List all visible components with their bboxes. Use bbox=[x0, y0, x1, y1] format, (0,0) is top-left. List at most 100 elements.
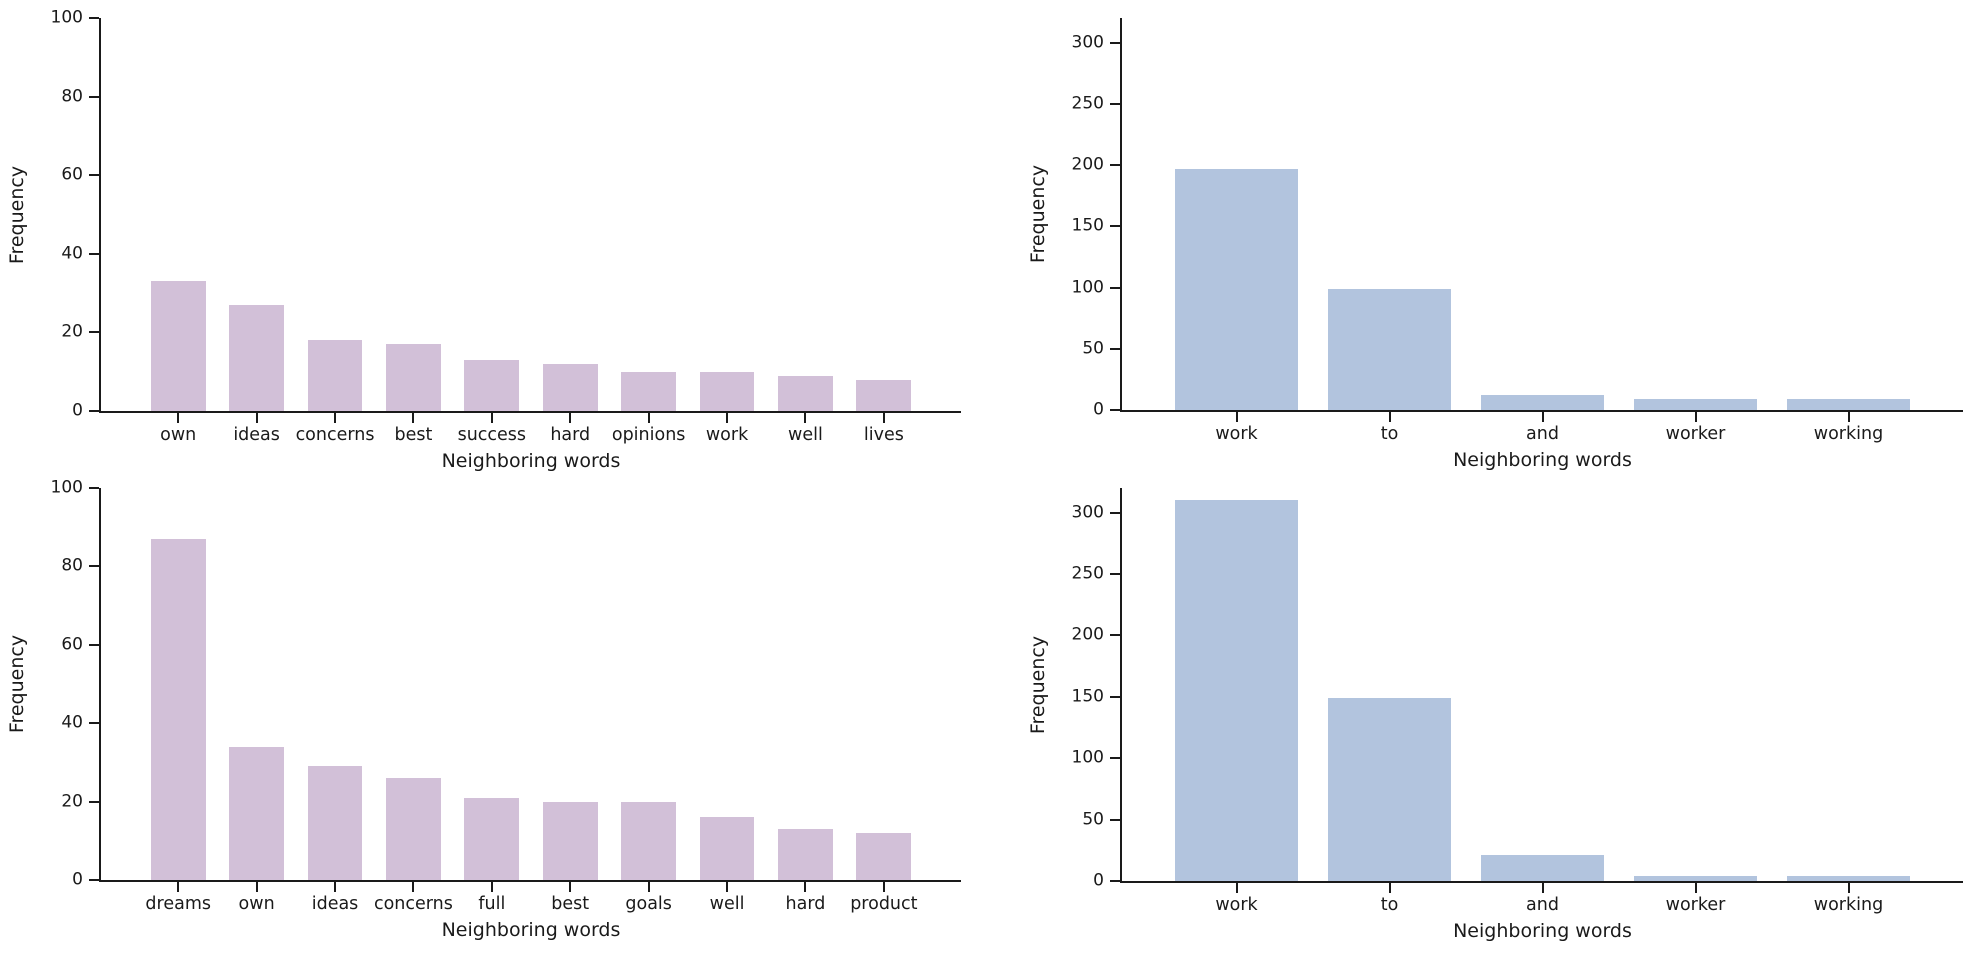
y-tick-mark bbox=[1110, 880, 1120, 882]
x-tick-label: work bbox=[1215, 424, 1258, 444]
x-axis-label: Neighboring words bbox=[441, 450, 621, 472]
bar-slot: goals bbox=[609, 488, 687, 913]
bar-slot: well bbox=[688, 488, 766, 913]
bar bbox=[856, 832, 912, 880]
bar-slot: best bbox=[531, 488, 609, 913]
bar bbox=[699, 817, 755, 880]
y-tick-mark bbox=[1110, 164, 1120, 166]
x-tick-label: worker bbox=[1665, 895, 1726, 915]
y-tick-label: 80 bbox=[61, 555, 83, 576]
y-tick-mark bbox=[1110, 347, 1120, 350]
y-tick-label: 40 bbox=[61, 243, 83, 264]
y-tick-label: 100 bbox=[50, 477, 83, 498]
bar-slot: and bbox=[1466, 488, 1619, 914]
bar bbox=[778, 829, 833, 880]
y-tick-mark bbox=[1110, 634, 1120, 637]
x-tick-mark bbox=[255, 882, 258, 892]
bar bbox=[1175, 168, 1298, 410]
x-tick-mark bbox=[334, 882, 337, 892]
x-tick-mark bbox=[569, 413, 572, 423]
x-tick-mark bbox=[1541, 883, 1544, 893]
bar-slot: product bbox=[845, 488, 923, 913]
y-tick-label: 150 bbox=[1071, 215, 1104, 236]
y-tick-mark bbox=[89, 800, 99, 803]
x-tick-mark bbox=[412, 882, 415, 892]
x-tick-label: concerns bbox=[295, 425, 375, 445]
x-tick-label: own bbox=[160, 425, 197, 445]
bar-slot: hard bbox=[766, 488, 844, 913]
x-tick-mark bbox=[490, 413, 493, 423]
x-tick-label: opinions bbox=[611, 425, 686, 445]
y-tick-label: 80 bbox=[61, 86, 83, 107]
y-tick-mark bbox=[1110, 757, 1120, 760]
y-tick-label: 60 bbox=[61, 634, 83, 655]
bar bbox=[1481, 855, 1604, 881]
bar bbox=[229, 304, 285, 411]
x-tick-label: success bbox=[457, 425, 527, 445]
y-tick-label: 0 bbox=[1093, 870, 1104, 891]
x-tick-label: concerns bbox=[373, 894, 453, 914]
bar-slot: worker bbox=[1619, 18, 1772, 443]
x-tick-mark bbox=[804, 882, 807, 892]
x-tick-label: hard bbox=[550, 425, 591, 445]
x-axis-label: Neighboring words bbox=[1453, 920, 1632, 942]
y-tick-mark bbox=[89, 565, 99, 568]
x-tick-label: work bbox=[705, 425, 749, 445]
y-tick-label: 200 bbox=[1071, 624, 1104, 645]
x-tick-label: best bbox=[551, 894, 590, 914]
y-axis-label: Frequency bbox=[1027, 635, 1049, 734]
bar-slot: worker bbox=[1619, 488, 1772, 914]
y-tick-mark bbox=[1110, 695, 1120, 698]
x-tick-label: working bbox=[1813, 424, 1884, 444]
x-tick-mark bbox=[177, 413, 180, 423]
bar bbox=[464, 797, 520, 880]
bar-slot: own bbox=[217, 488, 295, 913]
bar-slot: to bbox=[1313, 18, 1466, 443]
y-tick-mark bbox=[89, 17, 99, 19]
bar bbox=[150, 281, 206, 411]
y-tick-mark bbox=[89, 643, 99, 646]
x-tick-label: ideas bbox=[233, 425, 280, 445]
bar bbox=[542, 363, 598, 411]
x-tick-mark bbox=[1694, 412, 1697, 422]
x-tick-mark bbox=[1235, 412, 1238, 422]
x-tick-mark bbox=[1847, 412, 1850, 422]
x-tick-mark bbox=[882, 413, 885, 423]
y-tick-label: 100 bbox=[1071, 277, 1104, 297]
x-tick-label: well bbox=[709, 894, 745, 914]
bar-slot: working bbox=[1772, 18, 1925, 443]
x-tick-mark bbox=[1235, 883, 1238, 893]
x-tick-mark bbox=[490, 882, 493, 892]
y-tick-label: 100 bbox=[50, 7, 83, 28]
y-tick-label: 60 bbox=[61, 164, 83, 185]
bar bbox=[307, 340, 363, 411]
x-tick-mark bbox=[1388, 412, 1391, 422]
bar-slot: work bbox=[1160, 18, 1313, 443]
x-tick-mark bbox=[255, 413, 258, 423]
bar bbox=[542, 801, 598, 880]
y-tick-mark bbox=[1110, 286, 1120, 289]
chart-top-right: 0 50 100 150 200 250 300 work to and worker working… bbox=[1027, 18, 1963, 471]
x-tick-mark bbox=[1388, 883, 1391, 893]
y-tick-mark bbox=[89, 95, 99, 98]
x-tick-label: and bbox=[1526, 895, 1559, 915]
bar bbox=[1634, 876, 1757, 881]
bar-row: dreams own ideas concerns full best goals well h… bbox=[101, 488, 961, 913]
bar bbox=[699, 371, 755, 411]
bar bbox=[385, 778, 441, 880]
y-axis-label: Frequency bbox=[1027, 164, 1049, 264]
bar bbox=[621, 801, 677, 880]
x-tick-mark bbox=[177, 882, 180, 892]
bar-slot: concerns bbox=[296, 18, 374, 444]
y-tick-mark bbox=[89, 331, 99, 334]
bar-slot: opinions bbox=[609, 18, 687, 444]
x-tick-label: well bbox=[788, 425, 823, 445]
bar-slot: working bbox=[1772, 488, 1925, 914]
bar bbox=[229, 746, 285, 880]
x-tick-mark bbox=[1541, 412, 1544, 422]
bar-slot: work bbox=[688, 18, 766, 444]
y-tick-mark bbox=[1110, 41, 1120, 44]
y-axis-label: Frequency bbox=[6, 634, 28, 734]
chart-bottom-right: 0 50 100 150 200 250 300 work to and worker working… bbox=[1027, 488, 1963, 942]
y-tick-label: 50 bbox=[1082, 809, 1104, 830]
